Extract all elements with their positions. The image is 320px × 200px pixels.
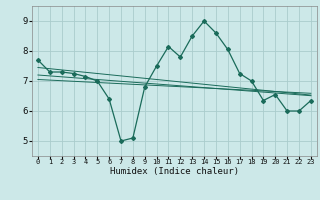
X-axis label: Humidex (Indice chaleur): Humidex (Indice chaleur) [110, 167, 239, 176]
